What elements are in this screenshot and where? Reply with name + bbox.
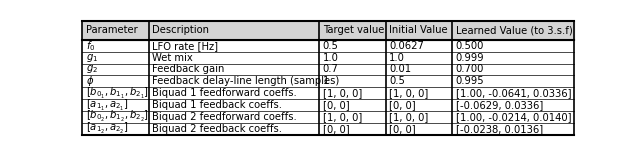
Text: [0, 0]: [0, 0] xyxy=(389,100,416,110)
Text: $[b_{0_2}, b_{1_2}, b_{2_2}]$: $[b_{0_2}, b_{1_2}, b_{2_2}]$ xyxy=(86,109,148,124)
Text: $g_1$: $g_1$ xyxy=(86,52,98,64)
Text: [0, 0]: [0, 0] xyxy=(323,124,349,134)
Text: [-0.0238, 0.0136]: [-0.0238, 0.0136] xyxy=(456,124,543,134)
Text: [0, 0]: [0, 0] xyxy=(389,124,416,134)
Text: Wet mix: Wet mix xyxy=(152,53,193,63)
Text: Description: Description xyxy=(152,25,209,35)
Text: 0.5: 0.5 xyxy=(323,41,339,51)
Text: $[b_{0_1}, b_{1_1}, b_{2_1}]$: $[b_{0_1}, b_{1_1}, b_{2_1}]$ xyxy=(86,86,148,101)
Text: 0.500: 0.500 xyxy=(456,41,484,51)
Text: Learned Value (to 3.s.f): Learned Value (to 3.s.f) xyxy=(456,25,572,35)
Text: $g_2$: $g_2$ xyxy=(86,63,98,75)
Text: Biquad 2 feedforward coeffs.: Biquad 2 feedforward coeffs. xyxy=(152,112,297,122)
Text: 0.5: 0.5 xyxy=(389,76,405,86)
Bar xyxy=(83,21,573,40)
Text: $[a_{1_2}, a_{2_2}]$: $[a_{1_2}, a_{2_2}]$ xyxy=(86,121,129,136)
Text: [1.00, -0.0641, 0.0336]: [1.00, -0.0641, 0.0336] xyxy=(456,88,571,98)
Text: 0.01: 0.01 xyxy=(389,65,412,75)
Text: 0.7: 0.7 xyxy=(323,65,339,75)
Text: 0.999: 0.999 xyxy=(456,53,484,63)
Text: 1: 1 xyxy=(323,76,329,86)
Text: Initial Value: Initial Value xyxy=(389,25,448,35)
Text: $[a_{1_1}, a_{2_1}]$: $[a_{1_1}, a_{2_1}]$ xyxy=(86,97,129,113)
Text: LFO rate [Hz]: LFO rate [Hz] xyxy=(152,41,218,51)
Text: Feedback gain: Feedback gain xyxy=(152,65,225,75)
Text: [1, 0, 0]: [1, 0, 0] xyxy=(389,112,429,122)
Text: $f_0$: $f_0$ xyxy=(86,39,95,53)
Text: [1, 0, 0]: [1, 0, 0] xyxy=(389,88,429,98)
Text: 0.0627: 0.0627 xyxy=(389,41,424,51)
Text: Biquad 1 feedback coeffs.: Biquad 1 feedback coeffs. xyxy=(152,100,282,110)
Text: Biquad 2 feedback coeffs.: Biquad 2 feedback coeffs. xyxy=(152,124,282,134)
Text: $\phi$: $\phi$ xyxy=(86,74,94,88)
Text: [0, 0]: [0, 0] xyxy=(323,100,349,110)
Text: Target value: Target value xyxy=(323,25,384,35)
Text: [1, 0, 0]: [1, 0, 0] xyxy=(323,112,362,122)
Text: [1.00, -0.0214, 0.0140]: [1.00, -0.0214, 0.0140] xyxy=(456,112,571,122)
Text: [-0.0629, 0.0336]: [-0.0629, 0.0336] xyxy=(456,100,543,110)
Text: [1, 0, 0]: [1, 0, 0] xyxy=(323,88,362,98)
Text: Biquad 1 feedforward coeffs.: Biquad 1 feedforward coeffs. xyxy=(152,88,297,98)
Text: 1.0: 1.0 xyxy=(389,53,405,63)
Text: 0.700: 0.700 xyxy=(456,65,484,75)
Text: Parameter: Parameter xyxy=(86,25,138,35)
Text: 0.995: 0.995 xyxy=(456,76,484,86)
Text: 1.0: 1.0 xyxy=(323,53,339,63)
Text: Feedback delay-line length (samples): Feedback delay-line length (samples) xyxy=(152,76,340,86)
